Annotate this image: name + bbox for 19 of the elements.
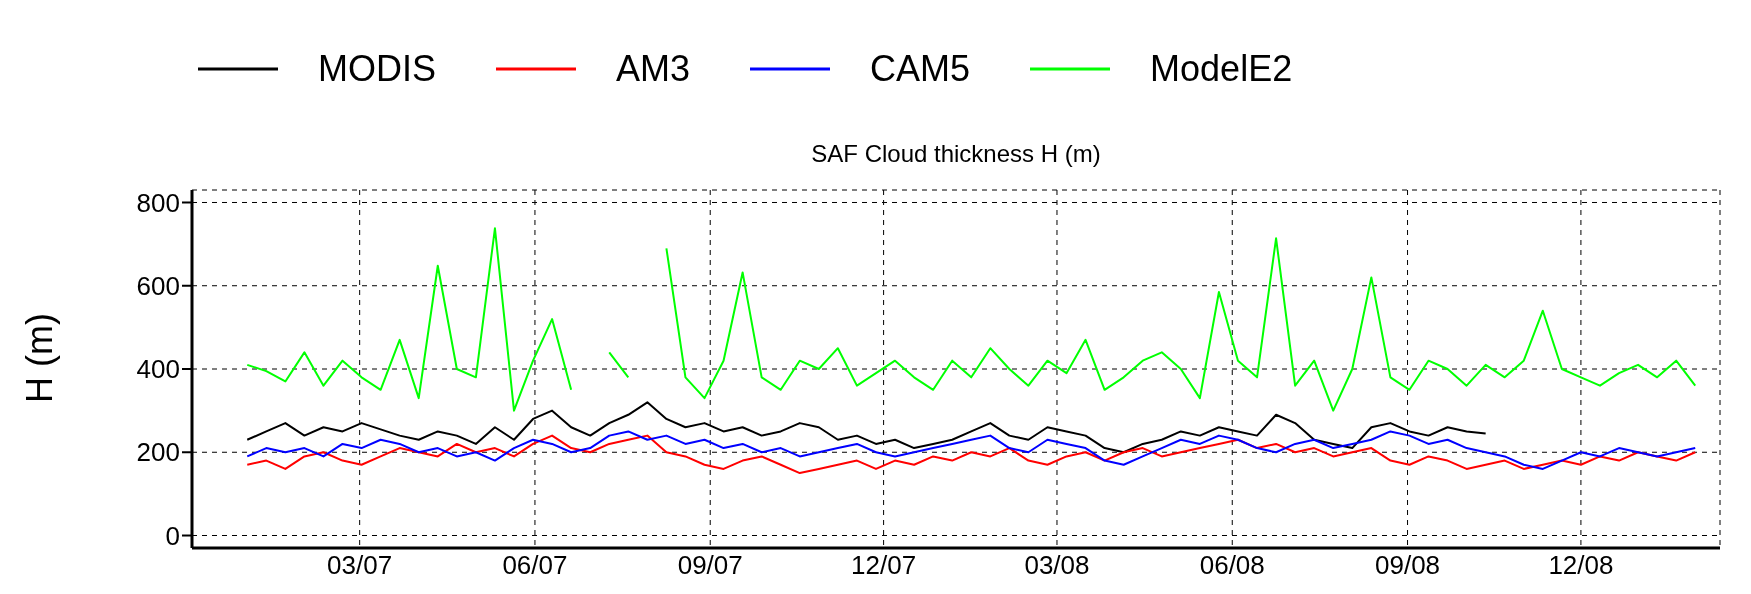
x-tick-label: 09/07 (677, 550, 743, 581)
legend-label: MODIS (318, 48, 437, 90)
x-tick-label: 06/07 (502, 550, 568, 581)
y-tick-label: 0 (165, 520, 180, 551)
y-tick-label: 400 (136, 354, 180, 385)
x-tick-label: 03/08 (1024, 550, 1090, 581)
legend-label: CAM5 (870, 48, 971, 90)
chart-title: SAF Cloud thickness H (m) (810, 140, 1102, 168)
x-tick-label: 06/08 (1199, 550, 1265, 581)
y-tick-label: 600 (136, 270, 180, 301)
legend-label: ModelE2 (1150, 48, 1293, 90)
y-tick-label: 200 (136, 437, 180, 468)
y-tick-label: 800 (136, 187, 180, 218)
x-tick-label: 03/07 (327, 550, 393, 581)
x-tick-label: 09/08 (1375, 550, 1441, 581)
x-tick-label: 12/08 (1548, 550, 1614, 581)
x-tick-label: 12/07 (851, 550, 917, 581)
legend-label: AM3 (616, 48, 691, 90)
y-axis-title: H (m) (19, 313, 61, 403)
